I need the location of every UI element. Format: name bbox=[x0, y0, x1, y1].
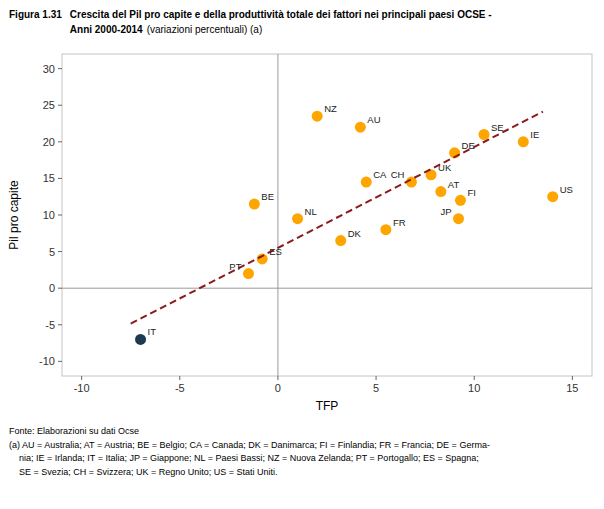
y-axis-label: Pil pro capite bbox=[7, 180, 21, 250]
point-label: DK bbox=[348, 228, 362, 239]
point bbox=[435, 186, 446, 197]
footer-line: nia; IE = Irlanda; IT = Italia; JP = Gia… bbox=[9, 453, 479, 463]
x-tick bbox=[376, 376, 377, 380]
point-label: JP bbox=[440, 206, 451, 217]
point-label: CA bbox=[373, 169, 387, 180]
figure-number: Figura 1.31 bbox=[9, 9, 62, 20]
zero-line bbox=[277, 54, 278, 376]
point-label: UK bbox=[438, 162, 452, 173]
y-tick bbox=[58, 251, 62, 252]
x-tick-label: -5 bbox=[175, 382, 185, 394]
x-tick bbox=[277, 376, 278, 380]
y-tick-label: 25 bbox=[43, 99, 55, 111]
point-label: FR bbox=[393, 217, 406, 228]
x-tick-label: 10 bbox=[468, 382, 480, 394]
y-tick bbox=[58, 361, 62, 362]
point bbox=[135, 334, 146, 345]
y-tick-label: 5 bbox=[49, 246, 55, 258]
point-label: PT bbox=[229, 261, 241, 272]
plot-frame bbox=[62, 54, 592, 376]
point-label: AU bbox=[367, 114, 380, 125]
point-label: US bbox=[560, 184, 573, 195]
point bbox=[547, 191, 558, 202]
point bbox=[380, 224, 391, 235]
point-label: SE bbox=[491, 122, 504, 133]
y-tick bbox=[58, 288, 62, 289]
point-label: IE bbox=[530, 129, 539, 140]
point-label: CH bbox=[391, 169, 405, 180]
point bbox=[361, 177, 372, 188]
zero-line bbox=[62, 288, 592, 289]
y-tick-label: 10 bbox=[43, 209, 55, 221]
y-tick-label: 15 bbox=[43, 172, 55, 184]
y-tick-label: 20 bbox=[43, 136, 55, 148]
x-tick-label: -10 bbox=[74, 382, 90, 394]
point-label: ES bbox=[269, 246, 282, 257]
x-tick-label: 0 bbox=[275, 382, 281, 394]
point bbox=[243, 268, 254, 279]
chart: Figura 1.31 Crescita del Pil pro capite e… bbox=[0, 0, 604, 509]
point bbox=[292, 213, 303, 224]
point bbox=[355, 122, 366, 133]
point-label: IT bbox=[148, 326, 157, 337]
y-tick-label: 0 bbox=[49, 282, 55, 294]
point-label: DE bbox=[462, 140, 475, 151]
y-tick bbox=[58, 141, 62, 142]
subtitle-text: (variazioni percentuali) (a) bbox=[147, 24, 263, 35]
subtitle-bold: Anni 2000-2014 bbox=[70, 24, 143, 35]
y-tick bbox=[58, 324, 62, 325]
x-tick bbox=[81, 376, 82, 380]
y-tick-label: -10 bbox=[39, 355, 55, 367]
x-tick-label: 5 bbox=[373, 382, 379, 394]
y-tick-label: 30 bbox=[43, 63, 55, 75]
y-tick bbox=[58, 178, 62, 179]
point bbox=[518, 136, 529, 147]
point bbox=[312, 111, 323, 122]
point-label: NL bbox=[305, 206, 317, 217]
y-tick-label: -5 bbox=[45, 319, 55, 331]
point-label: FI bbox=[467, 187, 475, 198]
y-tick bbox=[58, 215, 62, 216]
footer-line: Fonte: Elaborazioni su dati Ocse bbox=[9, 426, 139, 436]
x-tick bbox=[572, 376, 573, 380]
trend-line bbox=[131, 112, 543, 324]
title: Crescita del Pil pro capite e della prod… bbox=[70, 9, 492, 20]
point bbox=[479, 129, 490, 140]
point-label: NZ bbox=[324, 103, 337, 114]
point bbox=[249, 199, 260, 210]
y-tick bbox=[58, 68, 62, 69]
x-tick bbox=[474, 376, 475, 380]
point bbox=[455, 195, 466, 206]
x-tick-label: 15 bbox=[566, 382, 578, 394]
x-axis-label: TFP bbox=[316, 399, 339, 413]
point-label: AT bbox=[448, 179, 460, 190]
x-tick bbox=[179, 376, 180, 380]
point bbox=[453, 213, 464, 224]
point bbox=[335, 235, 346, 246]
plot-area bbox=[62, 54, 592, 376]
footer-line: (a) AU = Australia; AT = Austria; BE = B… bbox=[9, 440, 490, 450]
footer-line: SE = Svezia; CH = Svizzera; UK = Regno U… bbox=[9, 467, 278, 477]
subtitle: Anni 2000-2014 (variazioni percentuali) (… bbox=[70, 24, 262, 35]
y-tick bbox=[58, 105, 62, 106]
point-label: BE bbox=[261, 191, 274, 202]
